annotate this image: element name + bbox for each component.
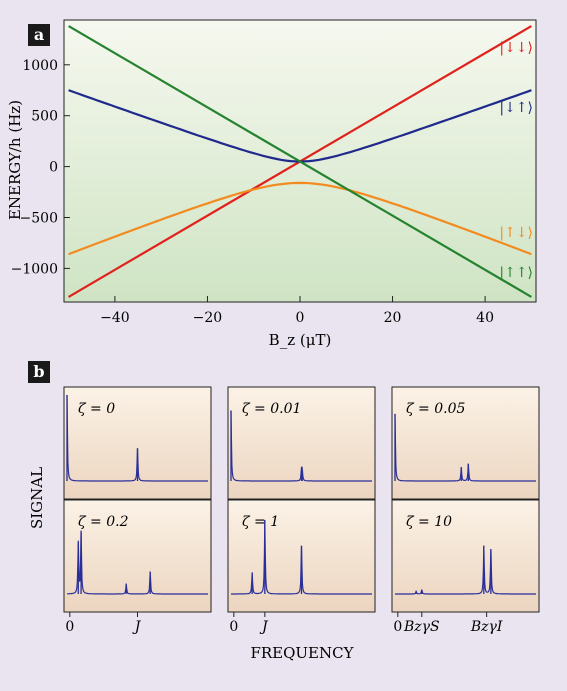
x-tick-label: −40	[100, 310, 130, 326]
spectrum-subplot: ζ = 0.010J	[227, 386, 376, 522]
ket-up-up-label: |↑↑⟩	[499, 265, 533, 281]
spectrum-subplot: ζ = 00J	[63, 386, 212, 522]
y-tick-label: 1000	[22, 58, 58, 74]
zeta-label: ζ = 1	[242, 514, 279, 530]
panel-b-y-axis-label: SIGNAL	[28, 467, 46, 529]
zeta-label: ζ = 0	[78, 401, 115, 417]
panel-a-tag	[28, 24, 50, 46]
panel-a-y-ticks: 1000 500 0 −500 −1000	[11, 58, 70, 277]
freq-tick-label: J	[259, 619, 269, 635]
x-tick-label: 40	[476, 310, 494, 326]
x-tick-label: 0	[296, 310, 305, 326]
spectrum-line	[394, 413, 536, 482]
green-curve	[68, 25, 532, 298]
y-tick-label: 500	[31, 109, 58, 125]
spectrum-subplot: ζ = 1 0 J	[227, 499, 376, 635]
panel-a-x-ticks: −40 −20 0 20 40	[100, 296, 494, 326]
spectrum-line	[67, 530, 208, 595]
spectrum-line	[395, 545, 536, 595]
orange-curve	[68, 181, 532, 256]
zeta-label: ζ = 0.01	[242, 401, 301, 417]
x-tick-label: −20	[193, 310, 223, 326]
ket-up-down-label: |↑↓⟩	[499, 225, 533, 241]
freq-tick-label: 0	[65, 619, 74, 635]
panel-a-tag-label: a	[34, 25, 44, 44]
panel-a-curves	[68, 25, 532, 298]
freq-tick-label: BzγI	[470, 619, 503, 635]
y-tick-label: −1000	[11, 261, 58, 277]
spectrum-line	[66, 394, 208, 482]
ket-down-down-label: |↓↓⟩	[499, 40, 533, 56]
freq-tick-label: J	[132, 619, 142, 635]
spectrum-subplot: ζ = 0.2 0 J	[63, 499, 212, 635]
x-tick-label: 20	[384, 310, 402, 326]
spectrum-line	[230, 410, 372, 482]
panel-a-state-labels: |↓↓⟩ |↓↑⟩ |↑↓⟩ |↑↑⟩	[499, 40, 533, 281]
panel-a-x-axis-label: B_z (μT)	[269, 331, 332, 349]
y-tick-label: 0	[49, 160, 58, 176]
zeta-label: ζ = 0.05	[406, 401, 465, 417]
spectrum-subplot: ζ = 0.050J	[391, 386, 540, 522]
spectrum-subplot: ζ = 10 0 BzγS BzγI	[391, 499, 540, 635]
freq-tick-label: 0	[229, 619, 238, 635]
zeta-label: ζ = 0.2	[78, 514, 129, 530]
ket-down-up-label: |↓↑⟩	[499, 100, 533, 116]
panel-a-y-axis-label: ENERGY/h (Hz)	[6, 100, 24, 220]
freq-tick-label: 0	[393, 619, 402, 635]
spectrum-line	[231, 519, 372, 595]
freq-tick-label: BzγS	[403, 619, 440, 635]
panel-b-tag	[28, 361, 50, 383]
zeta-label: ζ = 10	[406, 514, 452, 530]
panel-b-tag-label: b	[33, 362, 44, 381]
y-tick-label: −500	[20, 211, 58, 227]
panel-b-x-axis-label: FREQUENCY	[250, 644, 354, 662]
